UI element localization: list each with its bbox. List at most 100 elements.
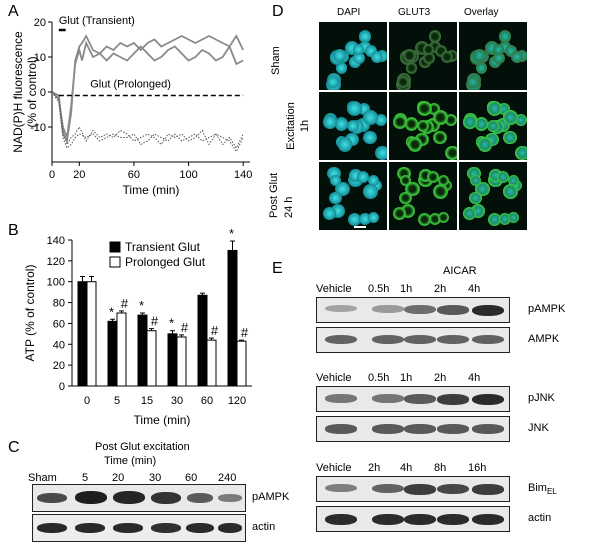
b-y-tick-label: 60 <box>53 318 65 330</box>
panel-e-lane-label: 2h <box>434 283 447 295</box>
b-sig-mark: # <box>121 296 129 311</box>
b-x-tick-label: 30 <box>171 395 183 407</box>
micrograph-r2-c1 <box>389 162 457 230</box>
b-y-tick-label: 40 <box>53 339 65 351</box>
panel-d-side-label: Post Glut <box>268 172 280 218</box>
a-series-3 <box>51 91 244 153</box>
panel-d-row-excitation: Excitation 1h <box>285 102 311 150</box>
b-sig-mark: * <box>229 226 234 241</box>
panel-e-blot-0-0 <box>316 297 510 323</box>
a-x-tick-label: 140 <box>234 169 252 181</box>
panel-d-col-glut3: GLUT3 <box>398 7 431 18</box>
panel-d-row-24h: 24 h <box>283 196 295 218</box>
micrograph-r1-c1 <box>389 92 457 160</box>
a-series-4 <box>51 91 244 150</box>
b-bar-1 <box>236 340 247 387</box>
b-sig-mark: * <box>139 298 144 313</box>
micrograph-r1-c2 <box>459 92 527 160</box>
b-legend-swatch-0 <box>109 241 121 253</box>
panel-e-blot-2-0 <box>316 476 510 502</box>
panel-c-lane-label: 20 <box>112 472 125 484</box>
panel-c-blot-actin <box>32 514 246 542</box>
panel-d-col-overlay: Overlay <box>464 7 499 18</box>
b-sig-mark: # <box>181 320 189 335</box>
b-bar-0 <box>77 281 88 387</box>
panel-e-row-label: BimEL <box>528 482 557 497</box>
b-sig-mark: # <box>241 325 249 340</box>
a-x-tick-label: 0 <box>49 169 55 181</box>
b-legend-label-0: Transient Glut <box>125 240 201 254</box>
panel-label-e: E <box>272 260 283 277</box>
panel-c-blot-pampk <box>32 484 246 512</box>
panel-label-b: B <box>8 222 19 239</box>
b-y-tick-label: 0 <box>59 381 65 393</box>
panel-d-row-sham: Sham <box>270 46 282 75</box>
b-bar-0 <box>197 294 208 387</box>
panel-c-lane-label: Sham <box>28 472 57 484</box>
panel-c-lane-label: 5 <box>82 472 89 484</box>
a-series-1 <box>51 34 244 144</box>
panel-e-lane-label: 0.5h <box>368 372 390 384</box>
panel-e-lane-label: 16h <box>468 462 487 474</box>
b-sig-mark: # <box>151 314 159 329</box>
panel-label-d: D <box>272 3 284 20</box>
b-bar-0 <box>167 333 178 387</box>
panel-e-lane-label: Vehicle <box>316 372 352 384</box>
b-y-tick-label: 140 <box>47 235 65 247</box>
panel-c-lane-label: 30 <box>149 472 162 484</box>
panel-e-lane-label: 0.5h <box>368 283 390 295</box>
micrograph-r0-c0 <box>319 22 387 90</box>
panel-c-row-label-0: pAMPK <box>252 491 290 503</box>
panel-a-chart: -10 0 10 20 0 20 60 100 140 Time (min) NAD(P)H flu… <box>11 15 252 197</box>
b-bar-1 <box>146 330 157 387</box>
panel-e-header: AICAR <box>443 265 477 277</box>
panel-b-chart: 0 20 40 60 80 100 120 140 ATP (% of control) 0 5 * #… <box>23 226 252 427</box>
b-y-tick-label: 20 <box>53 360 65 372</box>
micrograph-r0-c2 <box>459 22 527 90</box>
b-y-tick-label: 100 <box>47 277 65 289</box>
panel-e-row-label: pAMPK <box>528 303 566 315</box>
b-sig-mark: * <box>109 304 114 319</box>
panel-e-row-label: JNK <box>528 422 549 434</box>
b-x-label: Time (min) <box>134 413 191 427</box>
a-annotation-transient: Glut (Transient) <box>59 15 135 27</box>
a-x-tick-label: 20 <box>73 169 85 181</box>
panel-c-subheader: Time (min) <box>104 455 157 467</box>
a-y-label: (% of control) <box>25 56 39 127</box>
panel-e-lane-label: 8h <box>434 462 447 474</box>
a-x-tick-label: 60 <box>128 169 140 181</box>
scale-bar <box>354 226 366 228</box>
panel-e-blot-2-1 <box>316 506 510 532</box>
b-x-tick-label: 0 <box>84 395 90 407</box>
a-y-tick-label: -10 <box>30 122 46 134</box>
panel-e-lane-label: 2h <box>368 462 381 474</box>
panel-e-lane-label: 4h <box>468 283 481 295</box>
b-y-tick-label: 120 <box>47 256 65 268</box>
panel-e-lane-label: Vehicle <box>316 462 352 474</box>
a-annotation-prolonged: Glut (Prolonged) <box>90 78 171 90</box>
panel-e-lane-label: 4h <box>400 462 413 474</box>
panel-e-lane-label: 4h <box>468 372 481 384</box>
b-legend-swatch-1 <box>109 256 121 268</box>
panel-e-lane-label: 2h <box>434 372 447 384</box>
panel-label-a: A <box>8 3 19 20</box>
b-x-tick-label: 60 <box>201 395 213 407</box>
panel-c-header: Post Glut excitation <box>95 441 190 453</box>
panel-e-lane-label: 1h <box>400 283 413 295</box>
b-bar-0 <box>107 320 118 387</box>
b-x-tick-label: 120 <box>228 395 246 407</box>
b-x-tick-label: 5 <box>114 395 120 407</box>
panel-e-row-label: pJNK <box>528 392 555 404</box>
b-y-label: ATP (% of control) <box>23 265 37 362</box>
b-x-tick-label: 15 <box>141 395 153 407</box>
b-bar-1 <box>116 312 127 387</box>
b-bar-0 <box>227 249 238 387</box>
panel-e-row-label: AMPK <box>528 333 560 345</box>
panel-e-row-label: actin <box>528 512 552 524</box>
micrograph-r0-c1 <box>389 22 457 90</box>
panel-e-blot-0-1 <box>316 327 510 353</box>
b-bar-1 <box>86 281 97 387</box>
panel-c-lane-label: 240 <box>218 472 237 484</box>
panel-e-lane-label: Vehicle <box>316 283 352 295</box>
a-y-tick-label: 20 <box>34 17 46 29</box>
